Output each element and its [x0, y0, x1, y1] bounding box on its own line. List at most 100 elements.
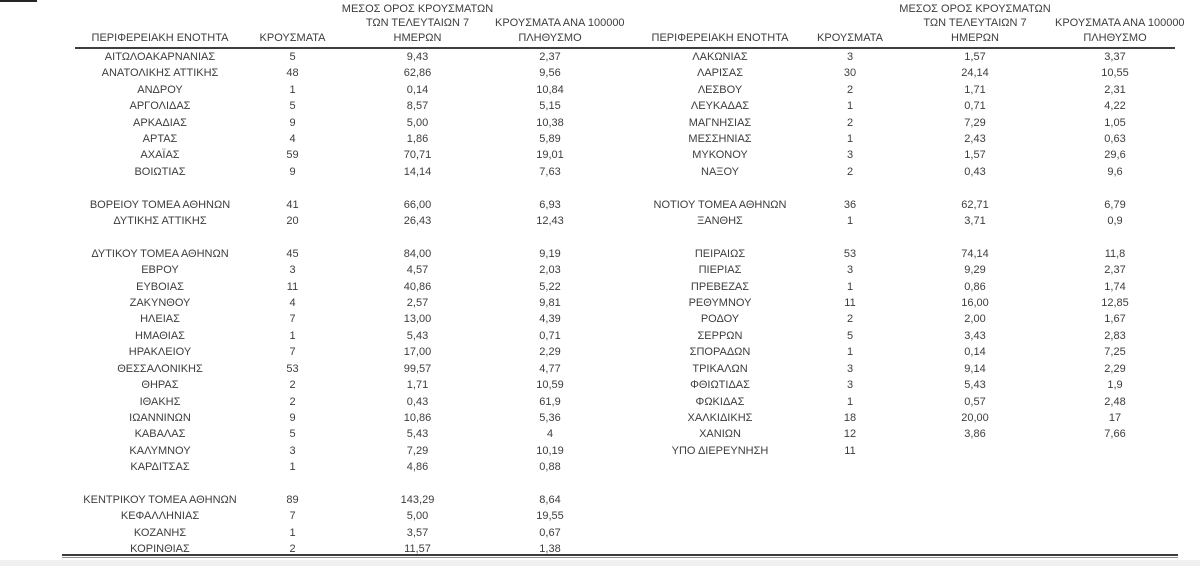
cases-cell-left: 3 — [289, 444, 296, 457]
avg7-cell-left: 14,14 — [403, 165, 432, 178]
cases-cell-left: 4 — [289, 133, 296, 146]
per100k-cell-right: 0,63 — [1104, 133, 1126, 146]
avg7-cell-right: 62,71 — [961, 198, 989, 211]
cases-cell-left: 1 — [289, 526, 296, 539]
cases-cell-right: 1 — [846, 346, 854, 359]
header-region-left-label: ΠΕΡΙΦΕΡΕΙΑΚΗ ΕΝΟΤΗΤΑ — [91, 31, 229, 44]
region-cell-right: ΜΕΣΣΗΝΙΑΣ — [688, 133, 752, 146]
region-cell-left: ΚΑΛΥΜΝΟΥ — [129, 444, 191, 457]
table-row: ΗΛΕΙΑΣ 7 13,00 4,39 ΡΟΔΟΥ 2 2,00 1,67 — [75, 311, 1175, 327]
avg7-cell-left: 1,71 — [406, 379, 429, 392]
region-cell-left: ΕΒΡΟΥ — [141, 264, 179, 277]
region-cell-right: ΣΕΡΡΩΝ — [697, 329, 743, 342]
avg7-cell-left: 2,57 — [406, 297, 429, 310]
cases-cell-right: 3 — [846, 379, 854, 392]
gap-cell — [605, 180, 635, 196]
per100k-cell-left: 10,59 — [536, 379, 564, 392]
page-bottom-margin — [0, 560, 1200, 566]
avg7-cell-left: 1,86 — [406, 133, 429, 146]
cases-cell-right — [805, 229, 895, 245]
header-per100k-left: ΚΡΟΥΣΜΑΤΑ ΑΝΑ 100000 ΠΛΗΘΥΣΜΟ — [495, 1, 625, 49]
table-row: ΕΒΡΟΥ 3 4,57 2,03 ΠΙΕΡΙΑΣ 3 9,29 2,37 — [75, 262, 1175, 278]
per100k-cell-right: 9,6 — [1107, 165, 1123, 178]
cases-cell-left: 89 — [286, 493, 299, 506]
header-avg7-left: ΜΕΣΟΣ ΟΡΟΣ ΚΡΟΥΣΜΑΤΩΝ ΤΩΝ ΤΕΛΕΥΤΑΙΩΝ 7 Η… — [340, 1, 495, 49]
header-cases-left-label: ΚΡΟΥΣΜΑΤΑ — [259, 31, 326, 44]
avg7-cell-right — [895, 229, 1055, 245]
per100k-cell-left: 19,55 — [536, 510, 564, 523]
table-body: ΑΙΤΩΛΟΑΚΑΡΝΑΝΙΑΣ 5 9,43 2,37 ΛΑΚΩΝΙΑΣ 3 … — [75, 48, 1175, 558]
region-cell-right: ΧΑΝΙΩΝ — [699, 428, 741, 441]
per100k-cell-right — [1055, 443, 1175, 459]
gap-cell — [605, 246, 635, 262]
avg7-cell-left: 4,57 — [406, 264, 429, 277]
cases-cell-left: 5 — [289, 51, 296, 63]
per100k-cell-right — [1055, 492, 1175, 508]
cases-cell-left: 7 — [289, 346, 296, 359]
per100k-cell-right: 2,37 — [1104, 264, 1126, 277]
gap-cell — [605, 394, 635, 410]
per100k-cell-left — [495, 229, 605, 245]
region-cell-right: ΛΕΣΒΟΥ — [697, 83, 743, 96]
gap-cell — [605, 279, 635, 295]
table-row: ΕΥΒΟΙΑΣ 11 40,86 5,22 ΠΡΕΒΕΖΑΣ 1 0,86 1,… — [75, 279, 1175, 295]
region-cell-right: ΠΕΙΡΑΙΩΣ — [694, 247, 746, 260]
gap-cell — [605, 492, 635, 508]
region-cell-right: ΡΟΔΟΥ — [700, 313, 740, 326]
cases-cell-left: 45 — [286, 247, 299, 260]
gap-cell — [605, 213, 635, 229]
cases-cell-left: 5 — [289, 100, 296, 113]
avg7-cell-right: 5,43 — [964, 379, 986, 392]
gap-cell — [605, 361, 635, 377]
avg7-cell-right — [895, 508, 1055, 524]
gap-cell — [605, 525, 635, 541]
header-avg7-right-line1: ΜΕΣΟΣ ΟΡΟΣ ΚΡΟΥΣΜΑΤΩΝ — [899, 2, 1051, 15]
gap-cell — [605, 115, 635, 131]
cases-cell-left: 59 — [286, 149, 299, 162]
avg7-cell-right: 1,57 — [964, 51, 986, 63]
per100k-cell-left: 9,81 — [539, 297, 561, 310]
region-cell-right — [635, 525, 805, 541]
table-row: ΔΥΤΙΚΗΣ ΑΤΤΙΚΗΣ 20 26,43 12,43 ΞΑΝΘΗΣ 1 … — [75, 213, 1175, 229]
gap-cell — [605, 410, 635, 426]
cases-cell-left: 53 — [286, 362, 299, 375]
avg7-cell-left — [340, 229, 495, 245]
avg7-cell-left — [340, 476, 495, 492]
cropped-top-rule — [0, 0, 37, 2]
avg7-cell-left: 70,71 — [403, 149, 432, 162]
per100k-cell-right: 2,48 — [1104, 395, 1126, 408]
avg7-cell-right: 3,86 — [964, 428, 986, 441]
region-cell-right: ΣΠΟΡΑΔΩΝ — [689, 346, 751, 359]
region-cell-right: ΜΑΓΝΗΣΙΑΣ — [688, 116, 752, 129]
cases-cell-left: 7 — [289, 313, 296, 326]
region-cell-right: ΠΙΕΡΙΑΣ — [698, 264, 742, 277]
avg7-cell-left: 7,29 — [406, 444, 429, 457]
per100k-cell-right — [1055, 525, 1175, 541]
header-per100k-right: ΚΡΟΥΣΜΑΤΑ ΑΝΑ 100000 ΠΛΗΘΥΣΜΟ — [1055, 1, 1185, 49]
gap-cell — [605, 311, 635, 327]
per100k-cell-left: 7,63 — [539, 165, 561, 178]
table-row: ΚΑΒΑΛΑΣ 5 5,43 4 ΧΑΝΙΩΝ 12 3,86 7,66 — [75, 426, 1175, 442]
gap-cell — [605, 131, 635, 147]
region-cell-right: ΝΟΤΙΟΥ ΤΟΜΕΑ ΑΘΗΝΩΝ — [653, 198, 787, 211]
table-row: ΚΟΡΙΝΘΙΑΣ 2 11,57 1,38 — [75, 541, 1175, 557]
table-row: ΑΡΤΑΣ 4 1,86 5,89 ΜΕΣΣΗΝΙΑΣ 1 2,43 0,63 — [75, 131, 1175, 147]
cases-cell-right — [805, 459, 895, 475]
region-cell-right: ΜΥΚΟΝΟΥ — [692, 149, 748, 162]
cases-cell-right: 1 — [846, 133, 854, 146]
region-cell-left: ΑΡΓΟΛΙΔΑΣ — [129, 100, 191, 113]
cases-cell-left: 2 — [289, 395, 296, 408]
region-cell-left: ΑΝΑΤΟΛΙΚΗΣ ΑΤΤΙΚΗΣ — [101, 67, 219, 80]
table-row: ΖΑΚΥΝΘΟΥ 4 2,57 9,81 ΡΕΘΥΜΝΟΥ 11 16,00 1… — [75, 295, 1175, 311]
table-row: ΒΟΡΕΙΟΥ ΤΟΜΕΑ ΑΘΗΝΩΝ 41 66,00 6,93 ΝΟΤΙΟ… — [75, 197, 1175, 213]
avg7-cell-left: 0,43 — [406, 395, 429, 408]
region-cell-right: ΦΩΚΙΔΑΣ — [695, 395, 745, 408]
per100k-cell-left: 0,71 — [539, 329, 561, 342]
cases-cell-right — [805, 525, 895, 541]
avg7-cell-right — [895, 459, 1055, 475]
cases-cell-left: 9 — [289, 116, 296, 129]
cases-cell-right: 36 — [843, 198, 857, 211]
avg7-cell-right: 7,29 — [964, 116, 986, 129]
avg7-cell-right: 0,86 — [964, 280, 986, 293]
cases-cell-left: 7 — [289, 510, 296, 523]
